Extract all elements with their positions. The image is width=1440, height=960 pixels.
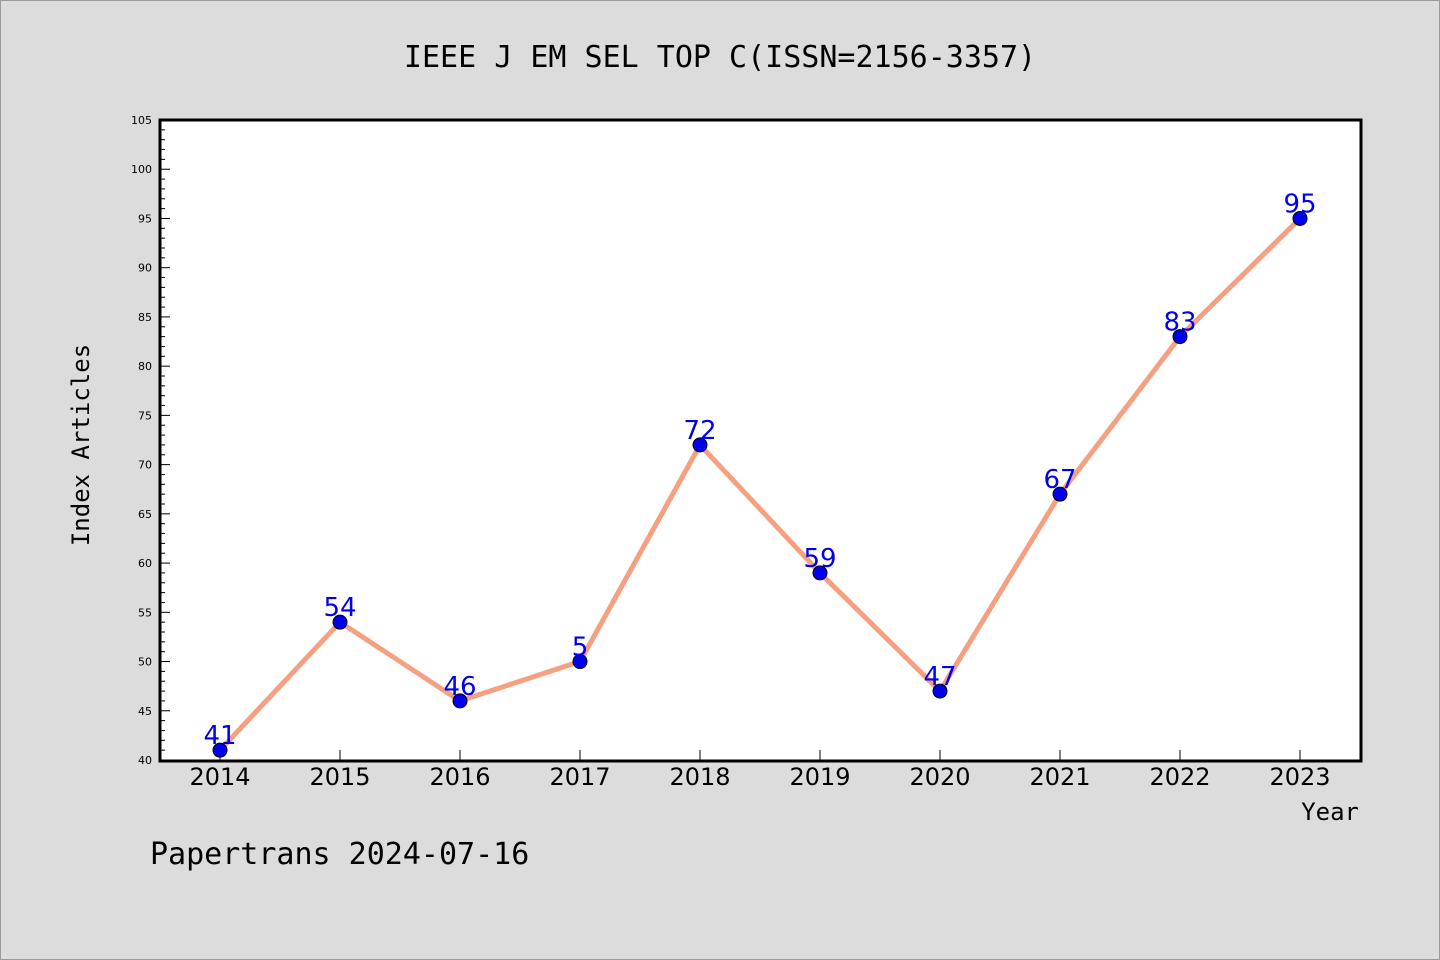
series-line <box>217 215 1303 753</box>
x-tick-label: 2022 <box>1149 763 1210 791</box>
y-tick-label: 40 <box>138 754 152 767</box>
data-point <box>452 693 468 709</box>
data-label: 5 <box>572 633 589 663</box>
y-tick-label: 75 <box>138 409 152 422</box>
y-axis: 40 45 50 55 60 65 70 75 80 85 90 95 100 105 <box>131 114 170 767</box>
y-tick-label: 45 <box>138 705 152 718</box>
x-axis-label: Year <box>1301 798 1359 826</box>
x-tick-label: 2021 <box>1029 763 1090 791</box>
data-label: 54 <box>323 593 356 623</box>
data-point <box>212 742 228 758</box>
plot-border <box>158 118 1363 763</box>
plot-area <box>160 120 1361 761</box>
x-tick-label: 2023 <box>1269 763 1330 791</box>
y-tick-label: 105 <box>131 114 152 127</box>
y-tick-label: 85 <box>138 311 152 324</box>
y-tick-label: 60 <box>138 557 152 570</box>
data-label: 59 <box>803 544 836 574</box>
data-label: 67 <box>1043 465 1076 495</box>
data-point <box>572 654 588 670</box>
x-tick-label: 2020 <box>909 763 970 791</box>
footer-credit: Papertrans 2024-07-16 <box>150 837 529 872</box>
y-tick-label: 55 <box>138 606 152 619</box>
x-tick-label: 2015 <box>309 763 370 791</box>
data-label: 95 <box>1283 189 1316 219</box>
data-label: 72 <box>683 416 716 446</box>
y-tick-label: 90 <box>138 262 152 275</box>
y-axis-label: Index Articles <box>67 344 95 546</box>
data-point <box>1052 486 1068 502</box>
y-tick-label: 100 <box>131 163 152 176</box>
y-tick-label: 65 <box>138 508 152 521</box>
chart-title: IEEE J EM SEL TOP C(ISSN=2156-3357) <box>404 40 1036 75</box>
data-markers <box>212 210 1308 758</box>
data-label: 46 <box>443 672 476 702</box>
y-tick-label: 50 <box>138 656 152 669</box>
data-label: 47 <box>923 662 956 692</box>
y-tick-label: 80 <box>138 360 152 373</box>
y-tick-label: 95 <box>138 212 152 225</box>
y-tick-label: 70 <box>138 459 152 472</box>
data-labels: 41 54 46 5 72 59 47 67 83 95 <box>203 189 1316 751</box>
x-tick-label: 2017 <box>549 763 610 791</box>
data-point <box>1292 210 1308 226</box>
data-point <box>1172 329 1188 345</box>
x-axis: 2014 2015 2016 2017 2018 2019 2020 2021 2022 2023 <box>189 750 1331 791</box>
x-tick-label: 2016 <box>429 763 490 791</box>
data-point <box>812 565 828 581</box>
x-tick-label: 2014 <box>189 763 250 791</box>
data-point <box>692 437 708 453</box>
x-tick-label: 2019 <box>789 763 850 791</box>
x-tick-label: 2018 <box>669 763 730 791</box>
data-label: 41 <box>203 721 236 751</box>
data-point <box>332 614 348 630</box>
data-point <box>932 683 948 699</box>
data-label: 83 <box>1163 308 1196 338</box>
